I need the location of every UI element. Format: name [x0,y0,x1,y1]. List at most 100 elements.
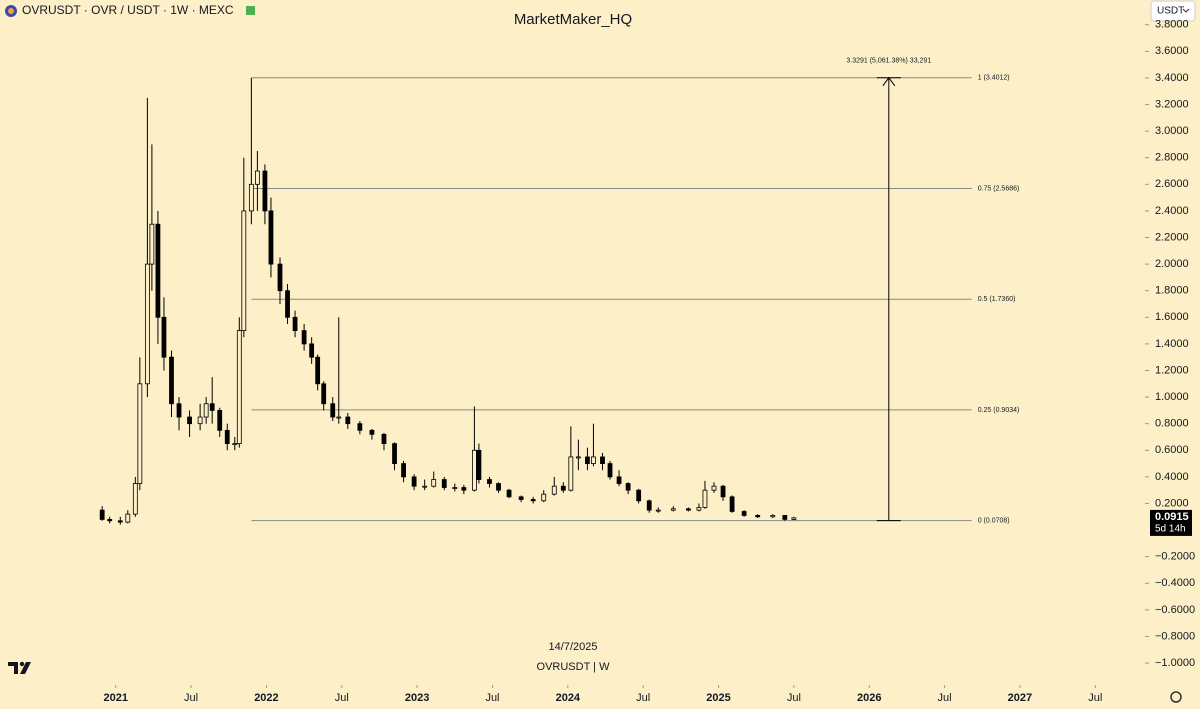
fib-label: 0.5 (1.7360) [978,296,1016,303]
status-flag [246,6,255,15]
x-tick-label: Jul [938,692,952,704]
candle-body [132,483,138,515]
x-tick-label: 2026 [857,692,881,704]
candle-body [616,476,622,484]
candle-body [476,449,482,480]
currency-label[interactable]: USDT [1157,6,1184,17]
last-price-tag [1150,509,1192,536]
settings-icon[interactable] [1170,691,1182,703]
candle-body [585,456,590,464]
date-caption: 14/7/2025 [549,641,598,653]
y-tick-label: 1.4000 [1155,338,1189,350]
x-tick-label: 2024 [556,692,581,704]
y-tick-label: 3.2000 [1155,98,1189,110]
fib-label: 0.75 (2.5686) [978,185,1020,192]
y-tick-label: 3.8000 [1155,19,1189,31]
candle-body [568,456,574,491]
candle-body [625,483,631,491]
candle-body [541,493,547,502]
tv-logo-part [20,662,31,674]
candle-body [487,479,492,484]
y-tick-label: 2.6000 [1155,178,1189,190]
candle-body [431,479,437,487]
y-tick-label: 1.6000 [1155,311,1189,323]
y-tick-label: 0.8000 [1155,418,1189,430]
candle-body [452,487,458,489]
candle-body [381,433,387,445]
candle-body [685,508,691,511]
candle-body [591,456,596,464]
y-tick-label: −0.6000 [1155,604,1195,616]
candle-body [301,330,307,345]
currency-dropdown[interactable] [1150,0,1196,22]
y-tick-label: 2.0000 [1155,258,1189,270]
x-tick-label: Jul [184,692,198,704]
candle-body [711,485,717,491]
y-tick-label: 0.2000 [1155,497,1189,509]
candle-body [551,485,557,495]
candle-body [232,443,238,446]
y-tick-label: −0.4000 [1155,577,1195,589]
candle-body [254,170,260,185]
candle-body [720,485,726,498]
y-tick-label: 1.2000 [1155,364,1189,376]
candle-body [770,515,776,518]
candle-body [369,429,375,435]
candle-body [309,343,315,358]
x-tick-label: Jul [335,692,349,704]
candle-body [336,416,342,419]
candle-body [155,223,161,318]
candle-body [187,416,192,425]
candle-body [560,485,566,491]
x-tick-label: 2023 [405,692,429,704]
candle-body [392,443,397,464]
candle-body [600,456,605,464]
x-tick-label: 2025 [706,692,730,704]
fib-label: 1 (3.4012) [978,75,1010,82]
candle-body [401,463,406,478]
candle-body [277,263,283,292]
candle-body [149,223,155,265]
candle-body [655,509,661,512]
y-tick-label: −0.8000 [1155,630,1195,642]
y-tick-label: 3.4000 [1155,72,1189,84]
tv-logo[interactable] [8,661,31,674]
candle-body [321,383,327,405]
candle-body [262,170,268,212]
fib-label: 0 (0.0708) [978,518,1010,525]
header[interactable]: OVRUSDT · OVR / USDT · 1W · MEXC [22,3,234,17]
candle-body [461,487,467,491]
candle-body [137,383,143,484]
candle-body [292,316,298,331]
last-price-label: 0.0915 [1155,511,1189,523]
x-tick-label: Jul [485,692,499,704]
tv-logo-part [8,662,18,674]
tv-logo-part [19,661,25,667]
y-tick-label: 0.6000 [1155,444,1189,456]
candle-body [530,499,536,502]
candle-body [117,520,123,523]
candle-body [315,356,321,385]
candle-body [161,316,167,358]
candle-body [217,409,223,431]
candle-body [203,403,209,418]
candle-body [646,500,652,511]
candle-body [441,479,447,488]
x-tick-label: 2027 [1008,692,1032,704]
candle-body [345,416,351,425]
candle-body [236,330,242,445]
candle-body [357,423,363,431]
y-tick-label: 1.0000 [1155,391,1189,403]
candle-body [782,515,788,520]
candle-body [696,507,702,511]
candle-body [99,509,105,520]
candle-body [506,489,512,498]
candle-body [471,449,477,491]
candle-body [670,508,676,511]
y-tick-label: 0.4000 [1155,471,1189,483]
countdown-label: 5d 14h [1155,524,1186,535]
candle-body [107,519,113,522]
